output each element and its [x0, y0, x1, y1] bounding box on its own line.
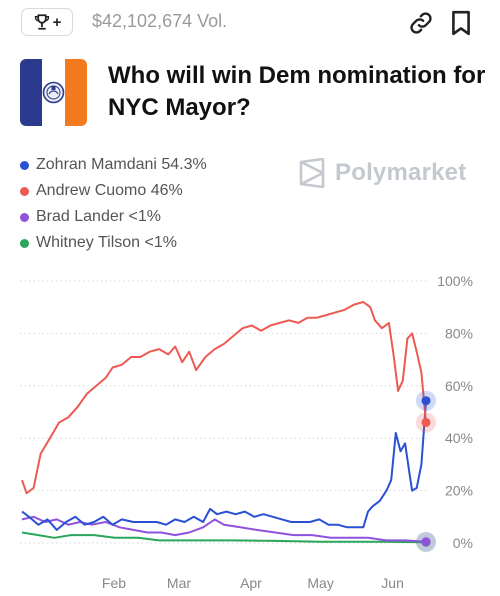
- volume-label: $42,102,674 Vol.: [92, 11, 228, 31]
- legend-item-tilson: Whitney Tilson <1%: [20, 230, 207, 256]
- x-tick-label: Apr: [240, 575, 262, 591]
- y-tick-label: 80%: [445, 325, 473, 341]
- market-image: [20, 59, 87, 126]
- y-tick-label: 40%: [445, 430, 473, 446]
- trophy-button[interactable]: +: [21, 8, 73, 36]
- series-line-andrew-cuomo: [21, 301, 427, 495]
- legend-label: Andrew Cuomo 46%: [36, 182, 183, 199]
- bookmark-button[interactable]: [450, 10, 472, 36]
- series-line-brad-lander: [21, 515, 427, 543]
- market-title: Who will win Dem nomination for NYC Mayo…: [108, 62, 486, 121]
- trophy-icon: [34, 14, 49, 30]
- watermark-text: Polymarket: [335, 159, 467, 186]
- legend-dot: [20, 238, 29, 248]
- legend-label: Brad Lander <1%: [36, 208, 161, 225]
- legend-dot: [20, 212, 29, 222]
- bookmark-icon: [452, 10, 470, 36]
- series-line-whitney-tilson: [21, 531, 427, 544]
- nyc-flag-seal-image: [20, 59, 87, 126]
- y-tick-label: 20%: [445, 483, 473, 499]
- x-tick-label: Jun: [381, 575, 404, 591]
- chart-legend: Zohran Mamdani 54.3% Andrew Cuomo 46% Br…: [20, 152, 207, 256]
- legend-item-mamdani: Zohran Mamdani 54.3%: [20, 152, 207, 178]
- link-button[interactable]: [408, 10, 434, 36]
- x-tick-label: Mar: [167, 575, 191, 591]
- top-bar: + $42,102,674 Vol.: [0, 0, 500, 46]
- y-tick-label: 0%: [453, 535, 473, 551]
- price-chart: 0% 20% 40% 60% 80% 100% Feb Mar Apr May Jun: [20, 273, 473, 591]
- legend-dot: [20, 160, 29, 170]
- polymarket-watermark: Polymarket: [298, 158, 466, 188]
- legend-item-lander: Brad Lander <1%: [20, 204, 207, 230]
- link-icon: [410, 12, 432, 34]
- y-tick-label: 100%: [437, 273, 473, 289]
- legend-dot: [20, 186, 29, 196]
- legend-label: Zohran Mamdani 54.3%: [36, 156, 207, 173]
- x-tick-label: May: [307, 575, 333, 591]
- end-marker-andrew-cuomo: [421, 417, 431, 427]
- x-tick-label: Feb: [102, 575, 126, 591]
- legend-label: Whitney Tilson <1%: [36, 234, 177, 251]
- series-line-zohran-mamdani: [21, 400, 427, 531]
- trophy-plus-label: +: [52, 13, 62, 31]
- polymarket-logo-icon: [299, 158, 325, 188]
- end-marker-zohran-mamdani: [421, 396, 431, 406]
- y-tick-label: 60%: [445, 378, 473, 394]
- end-marker-brad-lander: [421, 537, 431, 547]
- legend-item-cuomo: Andrew Cuomo 46%: [20, 178, 207, 204]
